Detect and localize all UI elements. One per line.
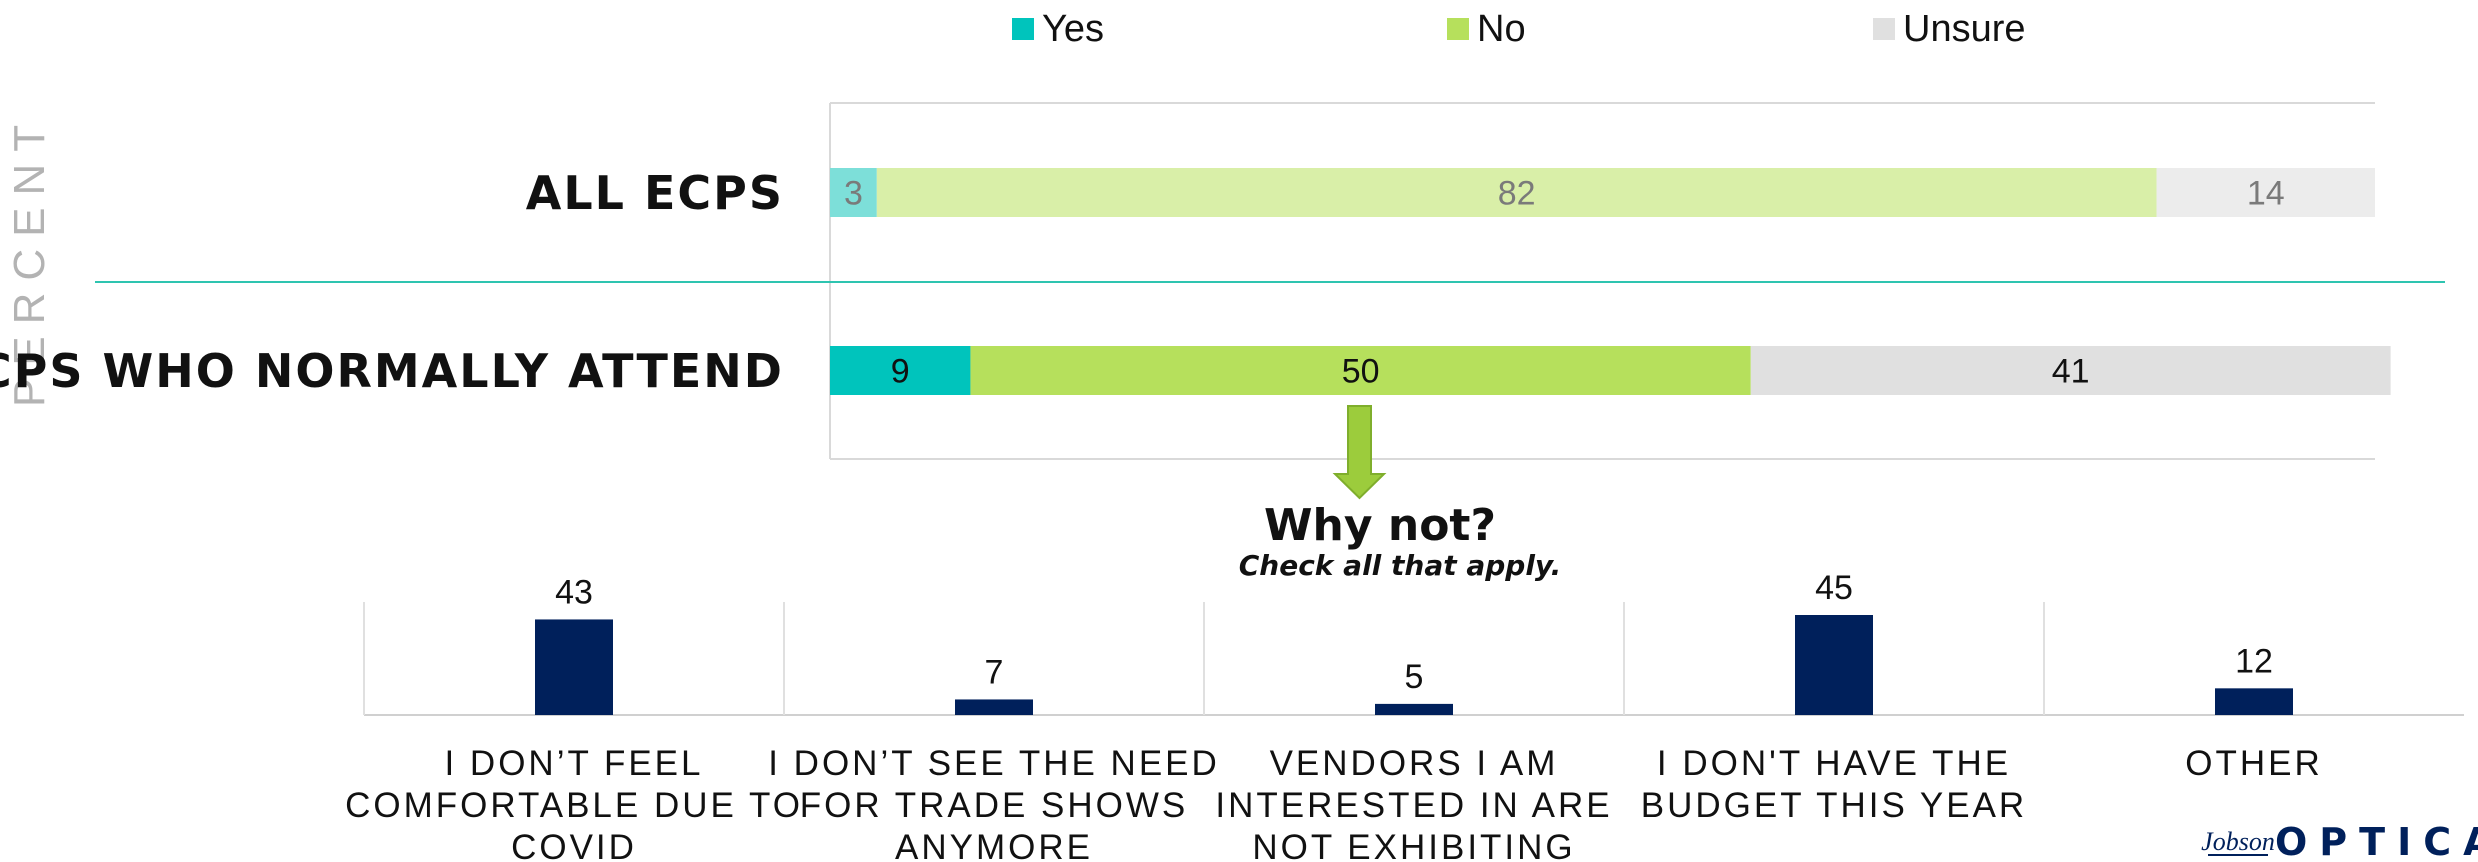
bar-label-no-row-0: 82 bbox=[1498, 175, 1536, 213]
bar-label-unsure-row-1: 41 bbox=[2052, 353, 2090, 391]
stacked-bars: 3 82 14 9 50 41 bbox=[830, 168, 2391, 395]
bar-label-yes-row-1: 9 bbox=[891, 353, 910, 391]
reason-label-4: OTHER bbox=[2185, 744, 2323, 783]
logo-main: OPTICAL bbox=[2275, 820, 2478, 862]
axis-label-percent: PERCENT bbox=[5, 113, 54, 407]
legend-label-yes: Yes bbox=[1042, 8, 1104, 50]
reason-bar-3 bbox=[1795, 615, 1873, 715]
down-arrow-icon bbox=[1332, 405, 1387, 500]
reason-label-0: I DON’T FEEL COMFORTABLE DUE TO COVID bbox=[345, 744, 803, 862]
bar-label-no-row-1: 50 bbox=[1342, 353, 1380, 391]
legend-label-unsure: Unsure bbox=[1903, 8, 2026, 50]
legend: Yes No Unsure bbox=[1012, 8, 2026, 50]
reason-value-1: 7 bbox=[985, 653, 1004, 691]
row-label-1: ECPS WHO NORMALLY ATTEND bbox=[0, 344, 784, 398]
reason-bar-4 bbox=[2215, 688, 2293, 715]
reason-value-0: 43 bbox=[555, 573, 593, 611]
reason-value-3: 45 bbox=[1815, 569, 1853, 607]
reasons-title: Why not? bbox=[1264, 500, 1496, 551]
bar-unsure-row-1 bbox=[1750, 346, 2391, 395]
logo-script: Jobson bbox=[2201, 827, 2275, 856]
bar-label-yes-row-0: 3 bbox=[844, 175, 863, 213]
reason-label-3: I DON'T HAVE THE BUDGET THIS YEAR bbox=[1641, 744, 2027, 825]
reason-value-4: 12 bbox=[2235, 642, 2273, 680]
legend-swatch-no bbox=[1447, 18, 1469, 40]
jobson-optical-logo: Jobson OPTICAL bbox=[2201, 820, 2478, 862]
reason-value-2: 5 bbox=[1405, 658, 1424, 696]
reasons-chart: 43 I DON’T FEEL COMFORTABLE DUE TO COVID 7 I … bbox=[345, 569, 2464, 862]
reason-label-1: I DON’T SEE THE NEED FOR TRADE SHOWS ANYMO… bbox=[768, 744, 1220, 862]
bar-yes-row-0 bbox=[830, 168, 877, 217]
bar-label-unsure-row-0: 14 bbox=[2247, 175, 2285, 213]
bar-unsure-row-0 bbox=[2156, 168, 2375, 217]
reason-bar-0 bbox=[535, 619, 613, 715]
reason-label-2: VENDORS I AM INTERESTED IN ARE NOT EXHIBIT… bbox=[1215, 744, 1612, 862]
legend-swatch-unsure bbox=[1873, 18, 1895, 40]
bar-no-row-1 bbox=[970, 346, 1751, 395]
row-label-0: ALL ECPS bbox=[526, 166, 784, 220]
bar-yes-row-1 bbox=[830, 346, 971, 395]
legend-label-no: No bbox=[1477, 8, 1526, 50]
reason-bar-2 bbox=[1375, 703, 1453, 715]
bar-no-row-0 bbox=[876, 168, 2157, 217]
reasons-subtitle: Check all that apply. bbox=[1239, 549, 1562, 582]
row-labels: ALL ECPS ECPS WHO NORMALLY ATTEND bbox=[0, 166, 784, 398]
legend-swatch-yes bbox=[1012, 18, 1034, 40]
reason-bar-1 bbox=[955, 699, 1033, 715]
